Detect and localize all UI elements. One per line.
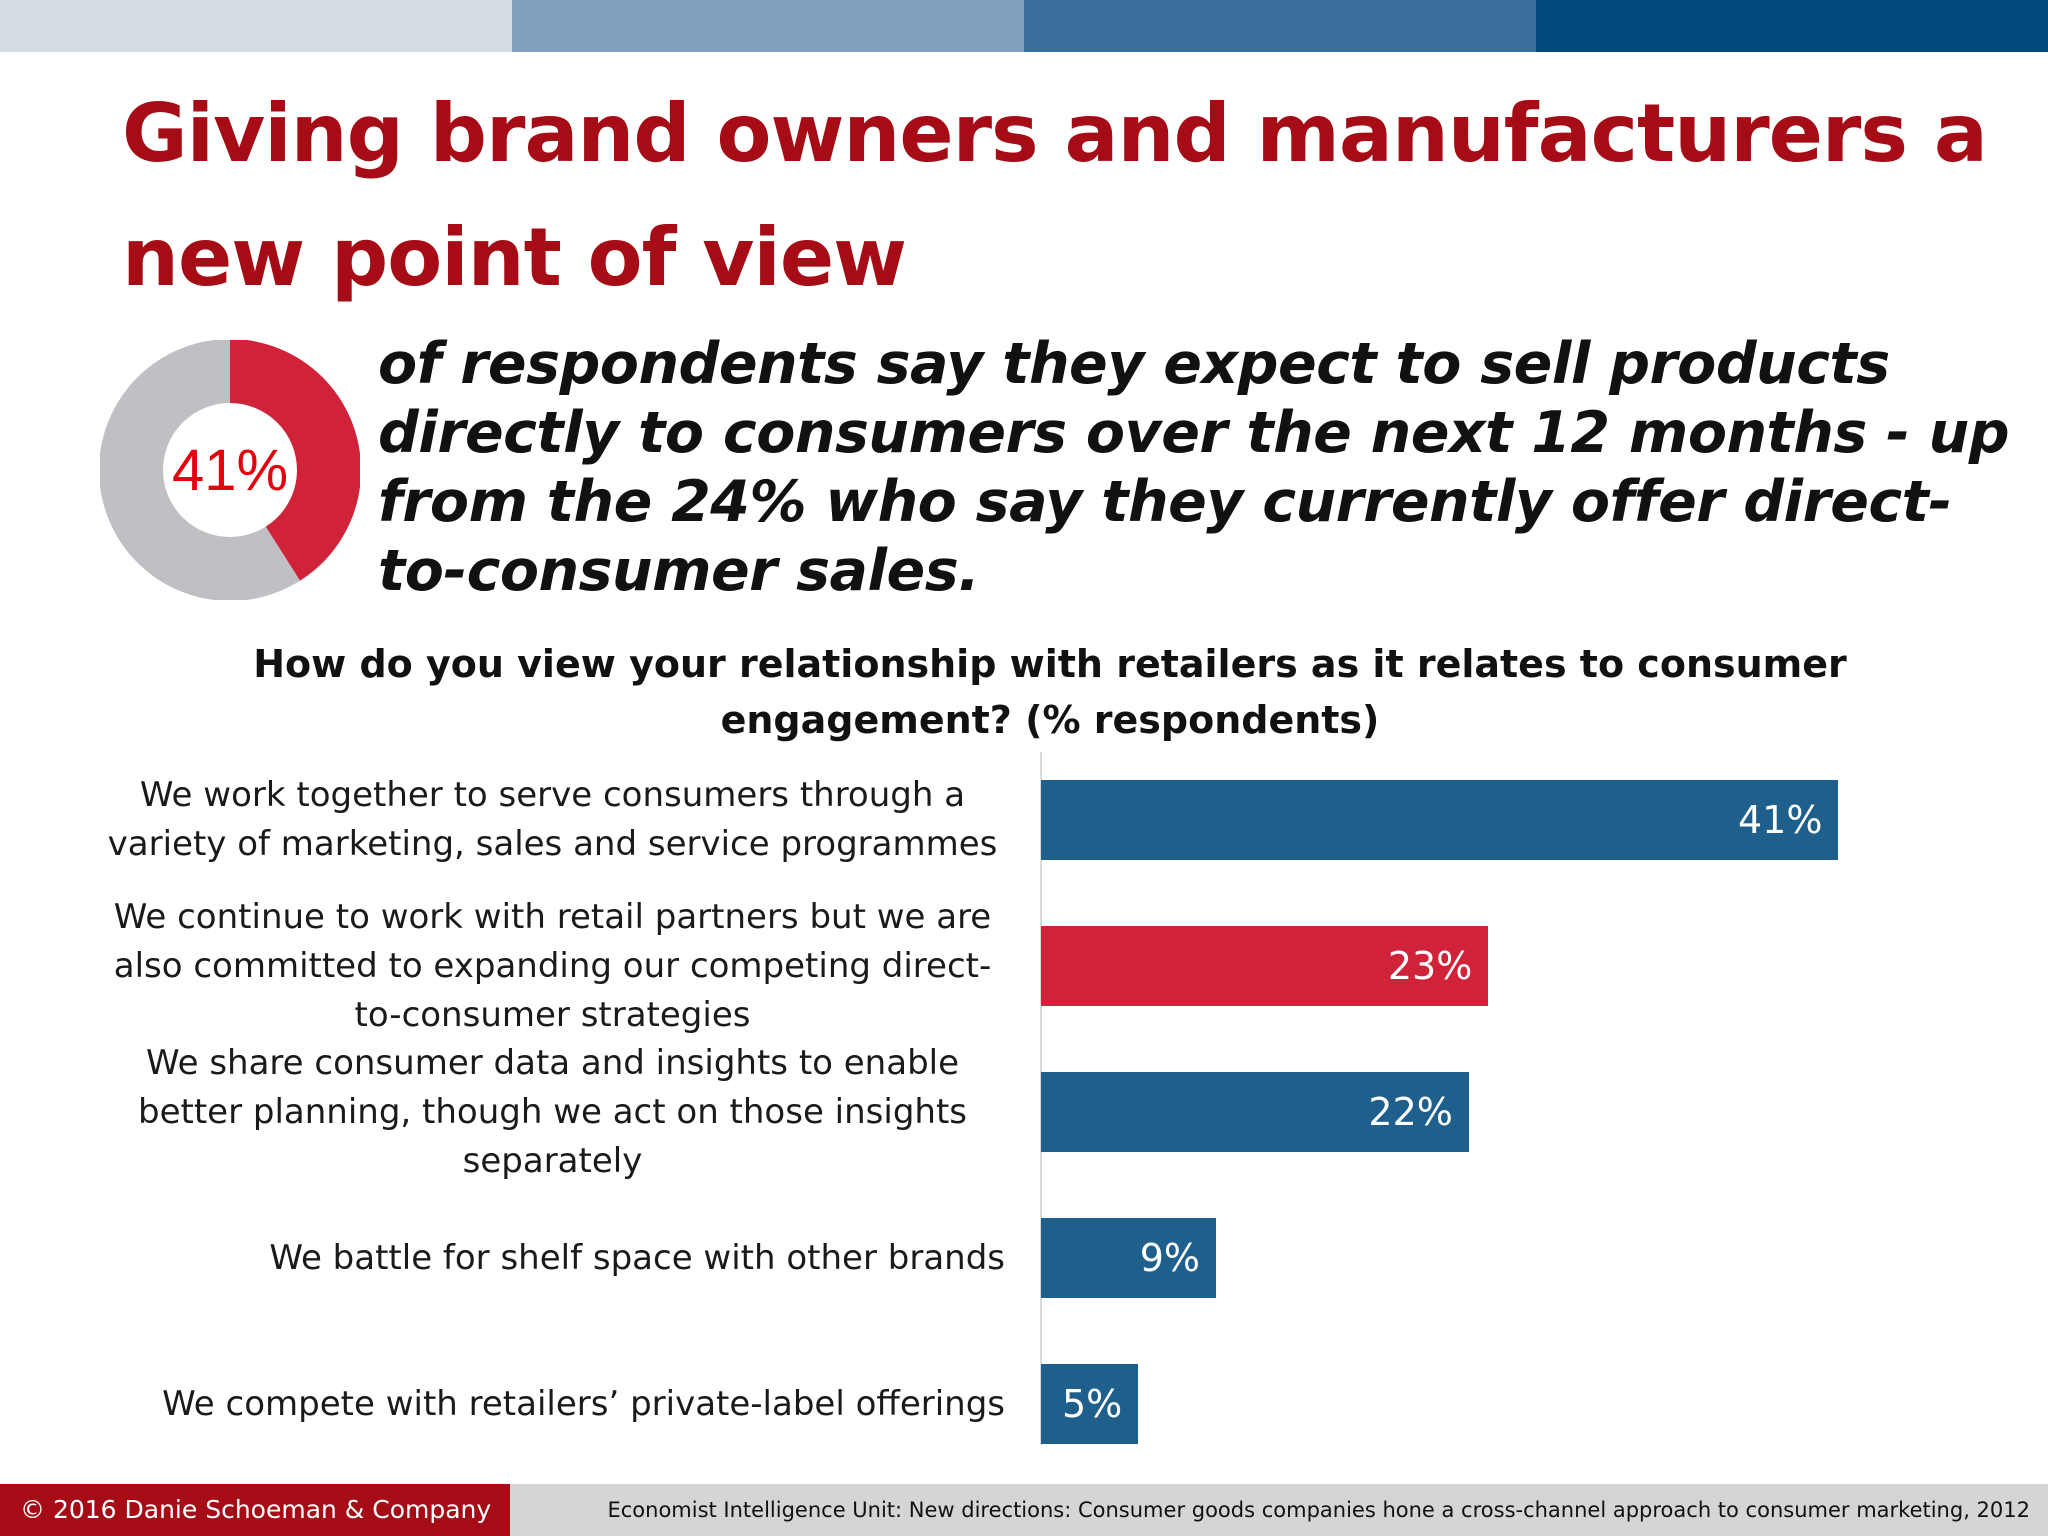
category-label: We compete with retailers’ private-label… — [162, 1383, 1005, 1424]
footer-copyright: © 2016 Danie Schoeman & Company — [0, 1484, 510, 1536]
footer-source: Economist Intelligence Unit: New directi… — [607, 1498, 2030, 1522]
bar-value-label: 23% — [1387, 944, 1473, 988]
bar — [1041, 1218, 1217, 1298]
band-segment-2 — [512, 0, 1024, 52]
slide-title: Giving brand owners and manufacturers a … — [122, 87, 1988, 304]
chart-title: How do you view your relationship with r… — [253, 642, 1847, 742]
top-color-band — [0, 0, 2048, 52]
donut-filled-arc — [100, 340, 360, 600]
bar — [1041, 926, 1489, 1006]
category-label: We share consumer data and insights to e… — [138, 1042, 967, 1181]
bar-value-label: 5% — [1061, 1382, 1123, 1426]
category-label: We continue to work with retail partners… — [113, 896, 992, 1035]
donut-chart — [100, 340, 360, 600]
category-label: We battle for shelf space with other bra… — [269, 1237, 1005, 1278]
bar — [1041, 780, 1839, 860]
band-segment-4 — [1536, 0, 2048, 52]
band-segment-1 — [0, 0, 512, 52]
band-segment-3 — [1024, 0, 1536, 52]
category-label: We work together to serve consumers thro… — [107, 775, 998, 864]
stat-description: of respondents say they expect to sell p… — [378, 331, 2010, 604]
bar — [1041, 1364, 1139, 1444]
bar-value-label: 41% — [1737, 798, 1823, 842]
bar-value-label: 9% — [1139, 1236, 1201, 1280]
bar-value-label: 22% — [1368, 1090, 1453, 1134]
footer: © 2016 Danie Schoeman & Company Economis… — [0, 1484, 2048, 1536]
donut-percentage: 41% — [171, 437, 289, 503]
bar — [1041, 1072, 1469, 1152]
